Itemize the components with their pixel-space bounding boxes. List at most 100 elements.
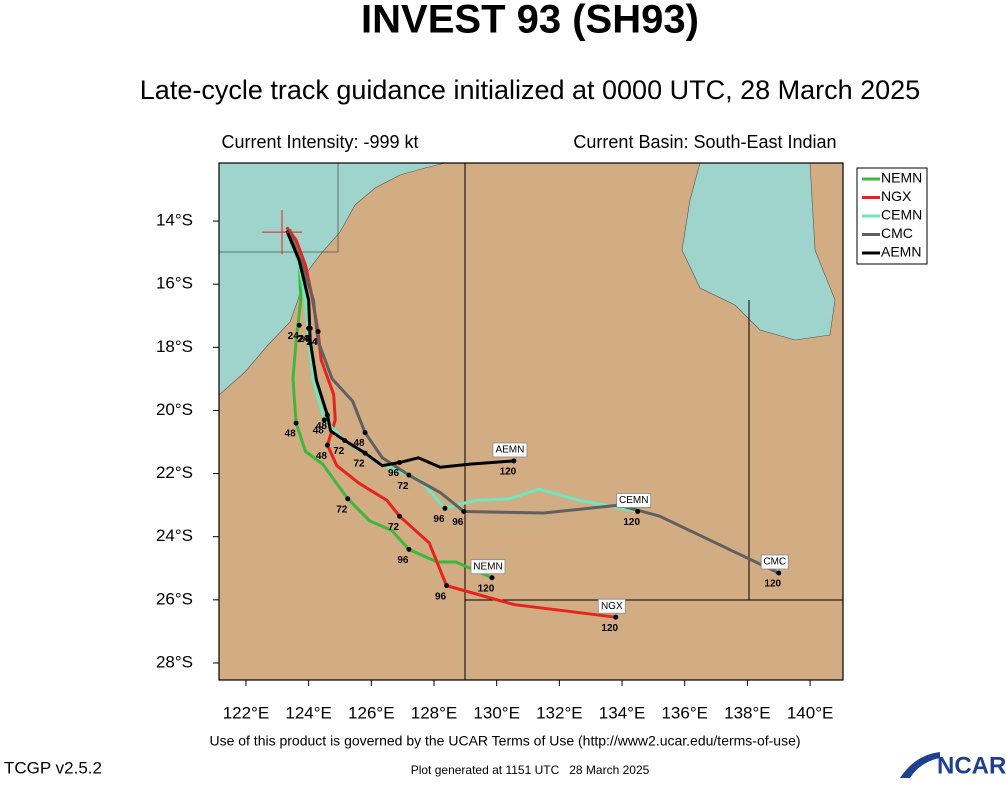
tau-point (635, 508, 641, 514)
x-tick-label: 124°E (285, 703, 332, 722)
track-name-box (597, 598, 626, 614)
tau-label: 96 (452, 517, 464, 528)
plot-frame (218, 162, 844, 681)
legend-label: CMC (881, 225, 913, 241)
track-name-label: NGX (601, 601, 623, 612)
legend-label: NGX (881, 188, 912, 204)
tau-point (321, 417, 327, 423)
tau-point (362, 430, 368, 436)
x-tick-label: 128°E (411, 703, 458, 722)
tau-point (511, 458, 517, 464)
tau-label: 24 (299, 334, 311, 345)
tau-point (406, 546, 412, 552)
generated: Plot generated at 1151 UTC 28 March 2025 (411, 763, 650, 777)
x-tick-label: 136°E (661, 703, 708, 722)
track-name-label: CEMN (619, 495, 648, 506)
tau-label: 120 (623, 517, 640, 528)
tau-label: 72 (353, 459, 365, 470)
tau-label: 120 (601, 623, 618, 634)
current-position (261, 210, 302, 255)
tau-label: 48 (353, 438, 365, 449)
tau-label: 24 (288, 331, 300, 342)
tau-label: 72 (333, 446, 345, 457)
tau-point (324, 442, 330, 448)
tau-label: 96 (397, 555, 409, 566)
subtitle: Late-cycle track guidance initialized at… (140, 75, 920, 105)
tau-label: 24 (306, 337, 318, 348)
track-name-label: AEMN (495, 445, 524, 456)
x-tick-label: 140°E (787, 703, 834, 722)
tau-point (324, 412, 330, 418)
tau-point (444, 583, 450, 589)
basin-boundaries (464, 163, 843, 680)
tau-point (293, 420, 299, 426)
tau-point (342, 437, 348, 443)
tau-point (461, 508, 467, 514)
track-name-label: CMC (763, 557, 786, 568)
tau-label: 120 (478, 583, 495, 594)
tau-point (307, 325, 313, 331)
tau-point (406, 472, 412, 478)
x-tick-label: 122°E (223, 703, 270, 722)
x-tick-label: 126°E (348, 703, 395, 722)
tau-label: 48 (313, 426, 325, 437)
legend-label: AEMN (881, 244, 921, 260)
tau-label: 120 (764, 579, 781, 590)
track-name-box (616, 493, 652, 508)
basin: Current Basin: South-East Indian (573, 132, 836, 152)
terms: Use of this product is governed by the U… (209, 733, 800, 749)
tau-point (362, 450, 368, 456)
track-name-box (470, 559, 506, 575)
tau-label: 24 (306, 337, 318, 348)
y-tick-label: 14°S (156, 211, 193, 230)
y-tick-label: 24°S (156, 526, 193, 545)
tracks: 24 48 72 96 120 NEMN 24 48 72 96 120 NGX 24 48 72 96 120… (261, 210, 789, 634)
tau-point (776, 570, 782, 576)
version: TCGP v2.5.2 (4, 758, 102, 777)
logo: NCAR (937, 752, 1006, 779)
tau-point (345, 496, 351, 502)
x-tick-label: 130°E (473, 703, 520, 722)
tau-label: 72 (397, 481, 409, 492)
tau-point (397, 460, 403, 466)
track-name-box (760, 554, 789, 570)
tau-point (613, 614, 619, 620)
y-tick-label: 22°S (156, 463, 193, 482)
legend-label: CEMN (881, 207, 922, 223)
y-tick-label: 20°S (156, 400, 193, 419)
tau-label: 48 (316, 451, 328, 462)
tau-label: 48 (285, 429, 297, 440)
track-name-label: NEMN (473, 561, 502, 572)
logo-mark (900, 752, 940, 778)
tau-point (397, 513, 403, 519)
track-line (288, 228, 493, 580)
track-name-box (492, 442, 528, 458)
tau-label: 96 (433, 514, 445, 525)
tau-label: 120 (500, 467, 517, 478)
tau-label: 72 (336, 504, 348, 515)
track-line (286, 229, 780, 575)
tau-label: 72 (388, 522, 400, 533)
tau-point (296, 322, 302, 328)
tau-point (489, 575, 495, 581)
tau-label: 96 (435, 591, 447, 602)
title: INVEST 93 (SH93) (361, 0, 699, 42)
tau-point (315, 329, 321, 335)
tau-label: 24 (297, 334, 309, 345)
tau-label: 96 (388, 468, 400, 479)
y-tick-label: 28°S (156, 652, 193, 671)
map: 24 48 72 96 120 NEMN 24 48 72 96 120 NGX 24 48 72 96 120… (219, 163, 843, 680)
x-tick-label: 138°E (724, 703, 771, 722)
y-tick-label: 16°S (156, 274, 193, 293)
legend-label: NEMN (881, 170, 922, 186)
tau-label: 48 (316, 421, 328, 432)
y-tick-label: 18°S (156, 337, 193, 356)
intensity: Current Intensity: -999 kt (221, 132, 418, 152)
y-tick-label: 26°S (156, 589, 193, 608)
x-tick-label: 134°E (599, 703, 646, 722)
x-tick-label: 132°E (536, 703, 583, 722)
region-lines (219, 163, 339, 253)
tau-point (442, 505, 448, 511)
